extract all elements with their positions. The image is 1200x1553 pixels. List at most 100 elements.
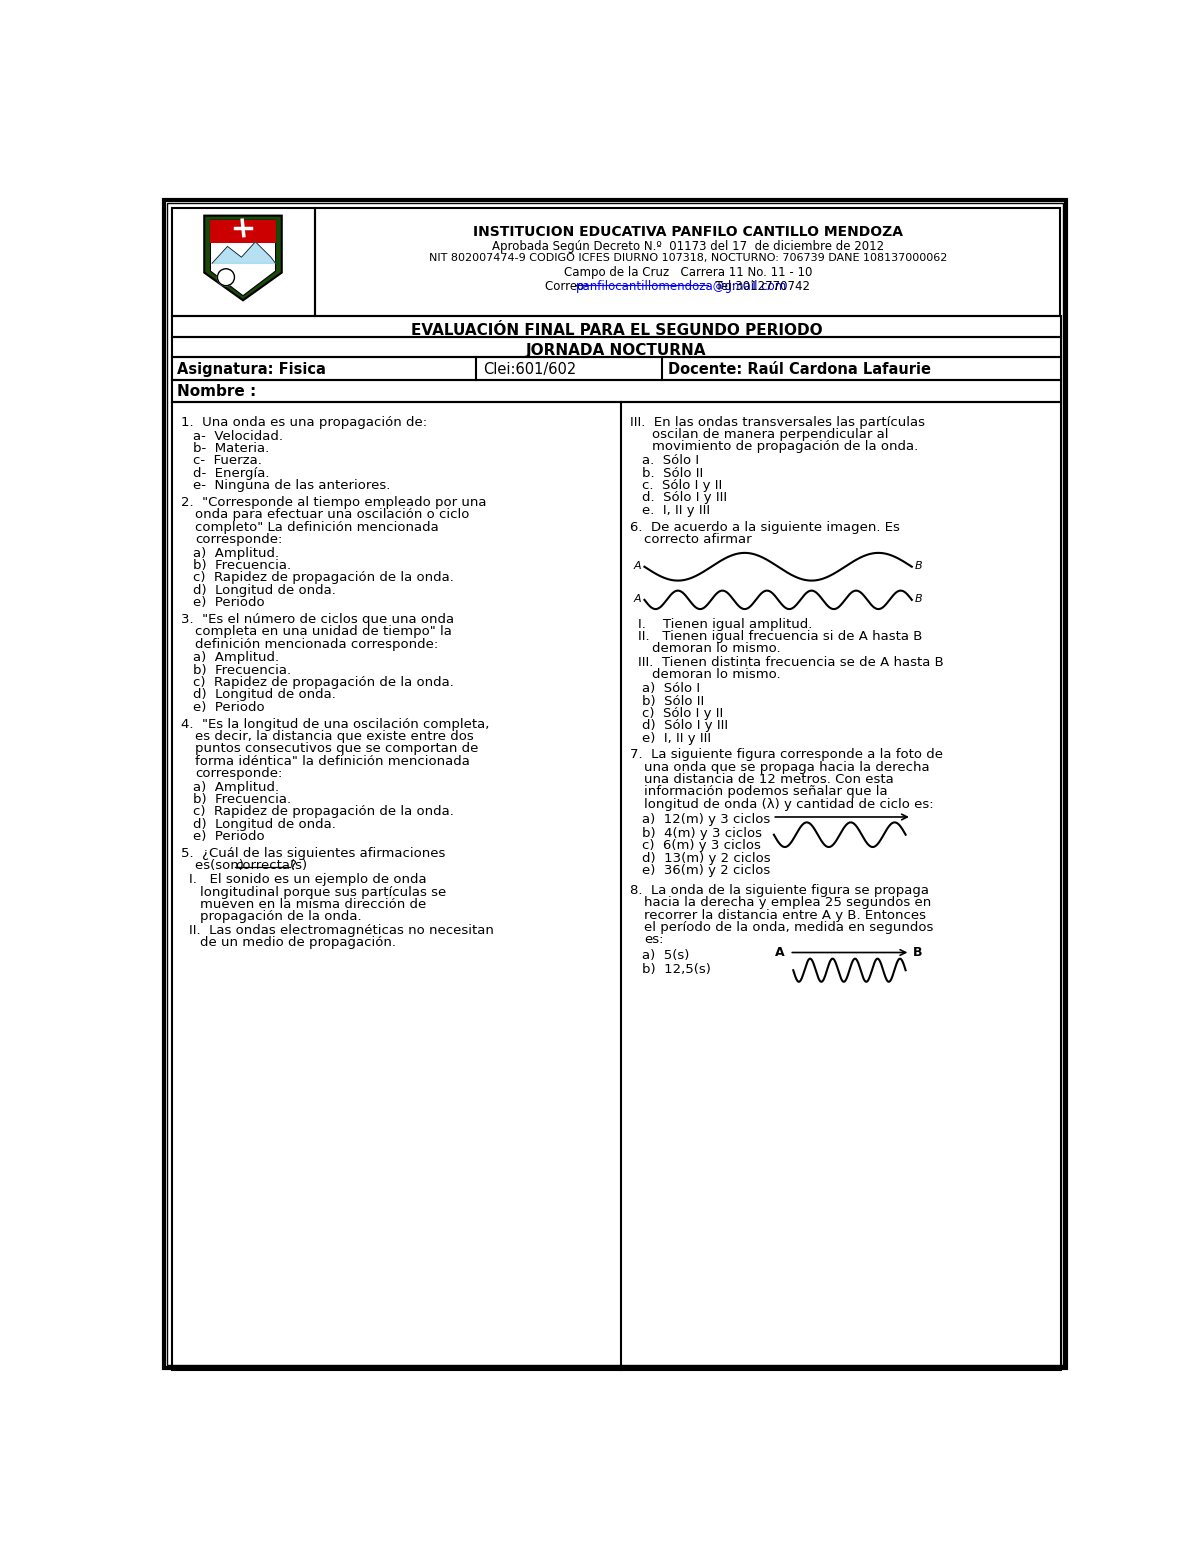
Text: propagación de la onda.: propagación de la onda. — [200, 910, 362, 922]
Text: d)  Longitud de onda.: d) Longitud de onda. — [193, 688, 336, 702]
Text: corresponde:: corresponde: — [194, 533, 282, 545]
Text: definición mencionada corresponde:: definición mencionada corresponde: — [194, 638, 438, 651]
Text: a)  Amplitud.: a) Amplitud. — [193, 781, 278, 794]
Text: d.  Sólo I y III: d. Sólo I y III — [642, 491, 727, 505]
Text: a)  5(s): a) 5(s) — [642, 949, 690, 961]
Text: 7.  La siguiente figura corresponde a la foto de: 7. La siguiente figura corresponde a la … — [630, 749, 943, 761]
Text: III.  En las ondas transversales las partículas: III. En las ondas transversales las part… — [630, 416, 925, 429]
Text: 4.  "Es la longitud de una oscilación completa,: 4. "Es la longitud de una oscilación com… — [181, 717, 490, 730]
Text: e)  Periodo: e) Periodo — [193, 831, 264, 843]
Text: hacia la derecha y emplea 25 segundos en: hacia la derecha y emplea 25 segundos en — [644, 896, 931, 910]
Text: A: A — [634, 561, 641, 572]
Text: c)  Sólo I y II: c) Sólo I y II — [642, 707, 724, 721]
Text: B: B — [913, 946, 923, 960]
Text: b)  Frecuencia.: b) Frecuencia. — [193, 663, 290, 677]
Text: el período de la onda, medida en segundos: el período de la onda, medida en segundo… — [644, 921, 934, 933]
Text: longitudinal porque sus partículas se: longitudinal porque sus partículas se — [200, 885, 446, 899]
Text: b)  Frecuencia.: b) Frecuencia. — [193, 559, 290, 572]
Text: Aprobada Según Decreto N.º  01173 del 17  de diciembre de 2012: Aprobada Según Decreto N.º 01173 del 17 … — [492, 241, 884, 253]
Text: Clei:601/602: Clei:601/602 — [484, 362, 576, 377]
Text: NIT 802007474-9 CODIGO ICFES DIURNO 107318, NOCTURNO: 706739 DANE 108137000062: NIT 802007474-9 CODIGO ICFES DIURNO 1073… — [428, 253, 947, 264]
Text: 2.  "Corresponde al tiempo empleado por una: 2. "Corresponde al tiempo empleado por u… — [181, 495, 486, 509]
Text: d)  Longitud de onda.: d) Longitud de onda. — [193, 584, 336, 596]
Polygon shape — [204, 216, 282, 300]
Text: una distancia de 12 metros. Con esta: una distancia de 12 metros. Con esta — [644, 773, 894, 786]
Text: movimiento de propagación de la onda.: movimiento de propagación de la onda. — [653, 441, 918, 453]
Text: d)  Longitud de onda.: d) Longitud de onda. — [193, 818, 336, 831]
Text: JORNADA NOCTURNA: JORNADA NOCTURNA — [527, 343, 707, 357]
Text: Tel:3012770742: Tel:3012770742 — [708, 280, 810, 292]
Text: 1.  Una onda es una propagación de:: 1. Una onda es una propagación de: — [181, 416, 427, 429]
Text: II.  Las ondas electromagnéticas no necesitan: II. Las ondas electromagnéticas no neces… — [188, 924, 493, 936]
Text: INSTITUCION EDUCATIVA PANFILO CANTILLO MENDOZA: INSTITUCION EDUCATIVA PANFILO CANTILLO M… — [473, 225, 902, 239]
Text: I.    Tienen igual amplitud.: I. Tienen igual amplitud. — [638, 618, 812, 631]
Text: 3.  "Es el número de ciclos que una onda: 3. "Es el número de ciclos que una onda — [181, 613, 454, 626]
Text: c)  6(m) y 3 ciclos: c) 6(m) y 3 ciclos — [642, 839, 761, 853]
Text: una onda que se propaga hacia la derecha: una onda que se propaga hacia la derecha — [644, 761, 930, 773]
Polygon shape — [212, 242, 276, 264]
Circle shape — [217, 269, 234, 286]
Text: b.  Sólo II: b. Sólo II — [642, 466, 703, 480]
Text: oscilan de manera perpendicular al: oscilan de manera perpendicular al — [653, 429, 889, 441]
Text: onda para efectuar una oscilación o ciclo: onda para efectuar una oscilación o cicl… — [194, 508, 469, 522]
Text: B: B — [914, 595, 923, 604]
Text: es decir, la distancia que existe entre dos: es decir, la distancia que existe entre … — [194, 730, 474, 742]
Text: longitud de onda (λ) y cantidad de ciclo es:: longitud de onda (λ) y cantidad de ciclo… — [644, 798, 934, 811]
Text: b)  Frecuencia.: b) Frecuencia. — [193, 794, 290, 806]
Text: 8.  La onda de la siguiente figura se propaga: 8. La onda de la siguiente figura se pro… — [630, 884, 930, 898]
Text: Correo:: Correo: — [545, 280, 593, 292]
Text: a)  Sólo I: a) Sólo I — [642, 682, 701, 696]
Text: 5.  ¿Cuál de las siguientes afirmaciones: 5. ¿Cuál de las siguientes afirmaciones — [181, 846, 445, 860]
Text: A: A — [774, 946, 784, 960]
Text: d)  Sólo I y III: d) Sólo I y III — [642, 719, 728, 731]
Text: c)  Rapidez de propagación de la onda.: c) Rapidez de propagación de la onda. — [193, 806, 454, 818]
Text: e)  Periodo: e) Periodo — [193, 596, 264, 609]
Text: B: B — [914, 561, 923, 572]
Polygon shape — [210, 221, 276, 295]
Text: b)  4(m) y 3 ciclos: b) 4(m) y 3 ciclos — [642, 828, 762, 840]
Text: recorrer la distancia entre A y B. Entonces: recorrer la distancia entre A y B. Enton… — [644, 909, 926, 921]
Text: c-  Fuerza.: c- Fuerza. — [193, 455, 262, 467]
Text: completa en una unidad de tiempo" la: completa en una unidad de tiempo" la — [194, 626, 452, 638]
Text: c)  Rapidez de propagación de la onda.: c) Rapidez de propagación de la onda. — [193, 572, 454, 584]
Text: II.   Tienen igual frecuencia si de A hasta B: II. Tienen igual frecuencia si de A hast… — [638, 631, 923, 643]
Text: III.  Tienen distinta frecuencia se de A hasta B: III. Tienen distinta frecuencia se de A … — [638, 655, 944, 669]
Text: I.   El sonido es un ejemplo de onda: I. El sonido es un ejemplo de onda — [188, 873, 426, 887]
Text: mueven en la misma dirección de: mueven en la misma dirección de — [200, 898, 427, 912]
Text: puntos consecutivos que se comportan de: puntos consecutivos que se comportan de — [194, 742, 479, 755]
Text: A: A — [634, 595, 641, 604]
Text: e)  I, II y III: e) I, II y III — [642, 731, 712, 744]
Text: de un medio de propagación.: de un medio de propagación. — [200, 936, 396, 949]
Text: corresponde:: corresponde: — [194, 767, 282, 780]
Text: c)  Rapidez de propagación de la onda.: c) Rapidez de propagación de la onda. — [193, 676, 454, 690]
Text: Nombre :: Nombre : — [178, 384, 257, 399]
Text: e)  36(m) y 2 ciclos: e) 36(m) y 2 ciclos — [642, 863, 770, 877]
Text: correcta(s): correcta(s) — [235, 859, 307, 873]
Text: a)  12(m) y 3 ciclos: a) 12(m) y 3 ciclos — [642, 814, 770, 826]
Text: a-  Velocidad.: a- Velocidad. — [193, 430, 283, 443]
Text: d-  Energía.: d- Energía. — [193, 466, 269, 480]
Text: d)  13(m) y 2 ciclos: d) 13(m) y 2 ciclos — [642, 851, 770, 865]
Text: información podemos señalar que la: información podemos señalar que la — [644, 786, 888, 798]
Text: ?: ? — [289, 859, 296, 873]
Text: es:: es: — [644, 933, 664, 946]
Text: c.  Sólo I y II: c. Sólo I y II — [642, 478, 722, 492]
Text: Asignatura: Fisica: Asignatura: Fisica — [178, 362, 326, 377]
Text: b)  Sólo II: b) Sólo II — [642, 694, 704, 708]
Text: Campo de la Cruz   Carrera 11 No. 11 - 10: Campo de la Cruz Carrera 11 No. 11 - 10 — [564, 267, 812, 280]
Text: es(son): es(son) — [194, 859, 248, 873]
Text: b-  Materia.: b- Materia. — [193, 443, 269, 455]
Text: 6.  De acuerdo a la siguiente imagen. Es: 6. De acuerdo a la siguiente imagen. Es — [630, 520, 900, 534]
Text: completo" La definición mencionada: completo" La definición mencionada — [194, 520, 439, 534]
Text: e-  Ninguna de las anteriores.: e- Ninguna de las anteriores. — [193, 478, 390, 492]
Text: b)  12,5(s): b) 12,5(s) — [642, 963, 710, 975]
Text: a)  Amplitud.: a) Amplitud. — [193, 651, 278, 665]
Polygon shape — [210, 221, 276, 244]
Text: e.  I, II y III: e. I, II y III — [642, 503, 710, 517]
Text: a.  Sólo I: a. Sólo I — [642, 455, 700, 467]
Text: a)  Amplitud.: a) Amplitud. — [193, 547, 278, 559]
Text: EVALUACIÓN FINAL PARA EL SEGUNDO PERIODO: EVALUACIÓN FINAL PARA EL SEGUNDO PERIODO — [410, 323, 822, 337]
Text: correcto afirmar: correcto afirmar — [644, 533, 752, 545]
Text: forma idéntica" la definición mencionada: forma idéntica" la definición mencionada — [194, 755, 470, 767]
Text: e)  Periodo: e) Periodo — [193, 700, 264, 714]
